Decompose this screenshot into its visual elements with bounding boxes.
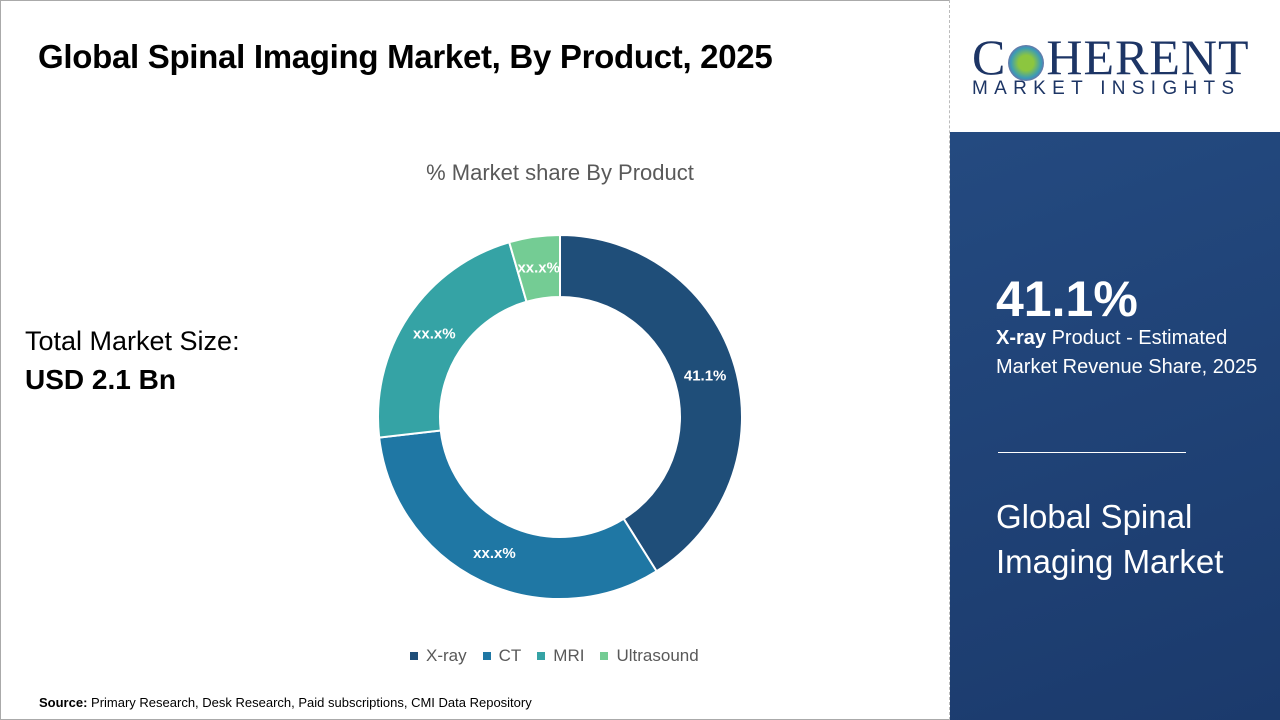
legend-item-ultrasound: Ultrasound <box>600 646 699 666</box>
divider <box>998 452 1186 453</box>
total-market-value: USD 2.1 Bn <box>25 364 176 395</box>
donut-slice-ct <box>378 429 658 600</box>
highlight-panel: 41.1% X-ray Product - Estimated Market R… <box>950 132 1280 720</box>
page-title: Global Spinal Imaging Market, By Product… <box>38 38 773 75</box>
legend-swatch <box>482 652 491 660</box>
source-label: Source: <box>39 695 88 710</box>
legend-label: CT <box>498 646 522 665</box>
data-label: 41.1% <box>684 367 727 384</box>
donut-chart: 41.1% xx.x% xx.x% xx.x% <box>377 233 743 600</box>
legend-label: Ultrasound <box>616 646 699 665</box>
highlight-value: 41.1% <box>996 271 1138 327</box>
data-label: xx.x% <box>517 260 560 277</box>
sidebar: C HERENT MARKET INSIGHTS 41.1% X-ray Prod… <box>949 0 1280 720</box>
legend-item-xray: X-ray <box>410 646 467 666</box>
donut-slice-ultrasound <box>507 233 561 304</box>
data-label: xx.x% <box>473 545 516 562</box>
legend-item-mri: MRI <box>537 646 584 666</box>
chart-legend: X-ray CT MRI Ultrasound <box>410 646 699 666</box>
donut-slice-xray <box>559 233 743 573</box>
source-note: Source: Primary Research, Desk Research,… <box>39 695 532 710</box>
legend-label: MRI <box>553 646 585 665</box>
total-market-label: Total Market Size: <box>25 326 240 356</box>
data-label: xx.x% <box>413 325 456 342</box>
market-name: Global Spinal Imaging Market <box>996 498 1224 580</box>
highlight-description: X-ray Product - Estimated Market Revenue… <box>996 324 1266 382</box>
legend-item-ct: CT <box>482 646 522 666</box>
logo-subtitle: MARKET INSIGHTS <box>972 78 1241 99</box>
chart-title: % Market share By Product <box>426 160 694 185</box>
legend-swatch <box>600 652 609 660</box>
legend-swatch <box>537 652 546 660</box>
highlight-text: Product - Estimated Market Revenue Share… <box>996 327 1258 378</box>
source-text: Primary Research, Desk Research, Paid su… <box>87 695 532 710</box>
logo-wordmark: C HERENT <box>972 29 1250 85</box>
highlight-segment: X-ray <box>996 327 1047 349</box>
legend-label: X-ray <box>426 646 467 665</box>
company-logo: C HERENT MARKET INSIGHTS <box>950 0 1280 132</box>
legend-swatch <box>410 652 418 660</box>
